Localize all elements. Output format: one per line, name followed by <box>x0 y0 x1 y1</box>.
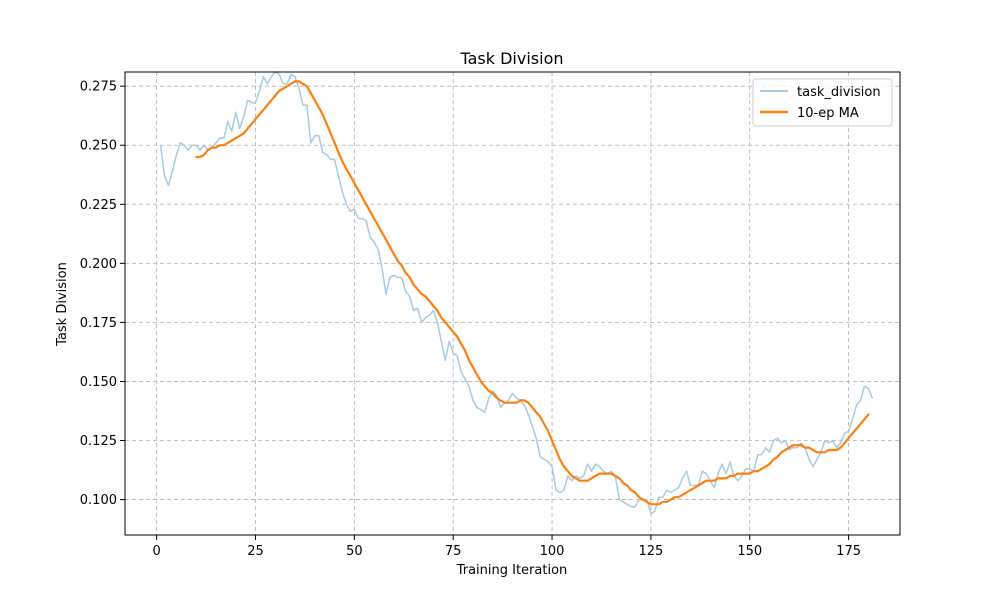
y-tick-label: 0.100 <box>80 493 117 508</box>
grid-layer <box>125 72 900 535</box>
x-tick-label: 175 <box>836 544 861 559</box>
x-tick-label: 25 <box>247 544 264 559</box>
y-axis-label: Task Division <box>55 262 70 347</box>
x-tick-label: 75 <box>445 544 462 559</box>
legend-label-moving-average: 10-ep MA <box>797 106 859 121</box>
chart-title: Task Division <box>459 49 563 68</box>
y-axis: 0.100 0.125 0.150 0.175 0.200 0.225 0.250 0.275 <box>80 80 125 508</box>
x-tick-label: 50 <box>346 544 363 559</box>
series-layer <box>159 71 874 515</box>
y-tick-label: 0.250 <box>80 139 117 154</box>
legend: task_division 10-ep MA <box>752 78 893 127</box>
y-tick-label: 0.125 <box>80 434 117 449</box>
x-axis: 0 25 50 75 100 125 150 175 <box>152 535 861 559</box>
x-tick-label: 100 <box>540 544 565 559</box>
y-tick-label: 0.225 <box>80 198 117 213</box>
y-tick-label: 0.200 <box>80 257 117 272</box>
x-tick-label: 150 <box>737 544 762 559</box>
y-tick-label: 0.175 <box>80 316 117 331</box>
y-tick-label: 0.150 <box>80 375 117 390</box>
x-tick-label: 125 <box>638 544 663 559</box>
y-tick-label: 0.275 <box>80 80 117 95</box>
plot-frame <box>124 71 901 536</box>
moving-average-line <box>195 80 870 506</box>
legend-label-task-division: task_division <box>797 85 881 100</box>
x-axis-label: Training Iteration <box>456 563 568 578</box>
x-tick-label: 0 <box>152 544 160 559</box>
